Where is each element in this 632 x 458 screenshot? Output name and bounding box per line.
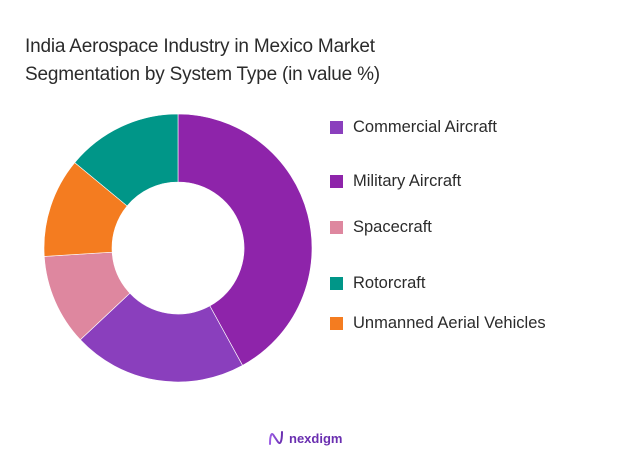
legend-item-rotorcraft: Rotorcraft xyxy=(330,273,425,293)
legend-item-unmanned-aerial-vehicles: Unmanned Aerial Vehicles xyxy=(330,313,546,333)
chart-title: India Aerospace Industry in Mexico Marke… xyxy=(25,33,380,89)
legend-label: Rotorcraft xyxy=(353,273,426,292)
donut-slice-commercial-aircraft xyxy=(79,292,243,383)
donut-slice-rotorcraft xyxy=(74,113,179,207)
nexdigm-logo: nexdigm xyxy=(268,430,342,446)
legend-swatch-commercial-aircraft xyxy=(330,120,343,134)
legend-swatch-rotorcraft xyxy=(330,276,343,290)
donut-slices xyxy=(43,113,313,383)
legend-swatch-unmanned-aerial-vehicles xyxy=(330,316,343,330)
chart-title-line-2: Segmentation by System Type (in value %) xyxy=(25,64,380,85)
legend-item-spacecraft: Spacecraft xyxy=(330,217,432,237)
logo-text: nexdigm xyxy=(289,430,343,446)
legend-label: Military Aircraft xyxy=(353,171,462,190)
legend-label: Unmanned Aerial Vehicles xyxy=(353,313,546,332)
donut-slice-military-aircraft xyxy=(177,113,313,366)
legend-label: Commercial Aircraft xyxy=(353,117,497,136)
legend-label: Spacecraft xyxy=(353,217,432,236)
nexdigm-wave-icon xyxy=(269,431,283,445)
legend-item-military-aircraft: Military Aircraft xyxy=(330,171,461,191)
chart-title-line-1: India Aerospace Industry in Mexico Marke… xyxy=(25,36,375,57)
legend-item-commercial-aircraft: Commercial Aircraft xyxy=(330,117,497,137)
legend-swatch-military-aircraft xyxy=(330,174,343,188)
legend-swatch-spacecraft xyxy=(330,220,343,234)
